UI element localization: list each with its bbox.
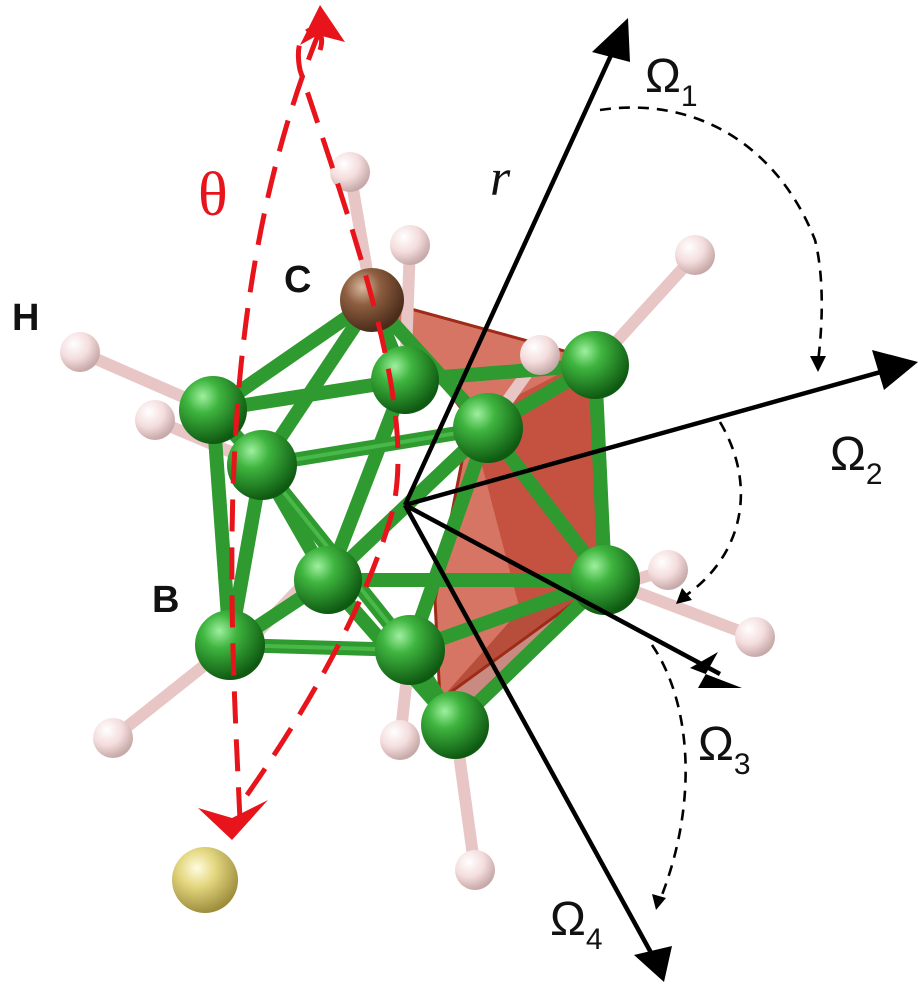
- carbon-label: C: [284, 259, 311, 301]
- angle-arcs: [599, 106, 826, 910]
- boron-label: B: [152, 579, 179, 621]
- radius-label: r: [490, 150, 511, 207]
- hydrogen-bonds: [74, 166, 761, 876]
- rotation-axis: [198, 5, 401, 840]
- metal-atom: [172, 847, 238, 913]
- hydrogen-label: H: [12, 297, 39, 339]
- boron-atoms: [179, 331, 640, 759]
- orientation-vectors: [402, 18, 918, 982]
- omega-3-label: Ω3: [698, 718, 751, 781]
- omega-2-label: Ω2: [830, 428, 883, 491]
- theta-label: θ: [198, 161, 228, 229]
- omega-4-label: Ω4: [550, 893, 603, 956]
- omega-1-label: Ω1: [645, 50, 698, 113]
- hydrogen-atoms: [60, 152, 775, 890]
